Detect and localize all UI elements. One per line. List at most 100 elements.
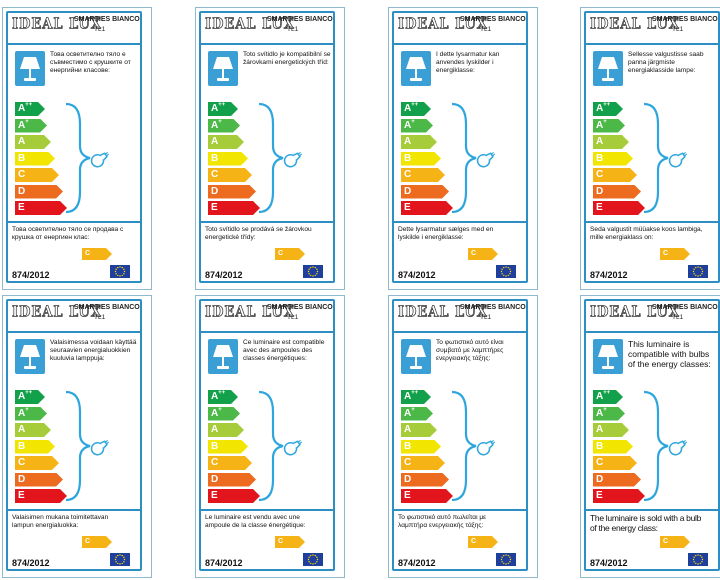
class-range-bracket <box>64 102 94 219</box>
energy-class-a: A <box>593 135 629 149</box>
energy-class-suffix: + <box>603 118 607 125</box>
energy-class-letter: A <box>404 407 412 419</box>
table-lamp-icon <box>593 339 623 374</box>
sold-with-text: Dette lysarmatur sælges med en lyskilde … <box>398 226 494 241</box>
table-lamp-icon <box>593 51 623 86</box>
energy-class-d: D <box>208 185 256 199</box>
energy-class-a-plus: A+ <box>208 119 240 133</box>
header-divider <box>6 331 142 333</box>
light-bulb-icon <box>281 149 305 174</box>
energy-class-suffix: ++ <box>218 390 226 396</box>
energy-class-letter: B <box>596 440 604 452</box>
energy-label: IDEAL LUX SMARTIES BIANCO TL1 Това осветите… <box>2 7 152 290</box>
regulation-number: 874/2012 <box>398 270 436 280</box>
table-lamp-icon <box>15 51 45 86</box>
energy-class-suffix: + <box>218 118 222 125</box>
bulb-class-badge: C <box>468 536 498 548</box>
product-model: TL1 <box>672 26 684 33</box>
energy-class-e: E <box>208 201 260 215</box>
energy-class-a-plus-plus: A++ <box>208 390 238 404</box>
regulation-number: 874/2012 <box>205 270 243 280</box>
compatibility-text: Το φωτιστικό αυτό είναι συμβατό με λαμπτ… <box>436 339 504 362</box>
footer-divider <box>392 221 528 223</box>
energy-class-letter: A <box>404 424 412 435</box>
energy-class-b: B <box>15 152 55 166</box>
energy-class-letter: A <box>18 391 26 402</box>
energy-class-a: A <box>208 135 244 149</box>
energy-class-letter: A <box>18 119 26 131</box>
class-range-bracket <box>450 102 480 219</box>
energy-class-c: C <box>15 456 59 470</box>
table-lamp-icon <box>208 51 238 86</box>
compatibility-text: Toto svítidlo je kompatibilní se žárovka… <box>243 51 331 66</box>
sold-with-text: Toto svítidlo se prodává se žárovkou ene… <box>205 226 312 241</box>
label-frame <box>199 299 335 571</box>
product-name: SMARTIES BIANCO <box>652 16 718 23</box>
energy-class-a-plus-plus: A++ <box>401 102 431 116</box>
class-range-bracket <box>257 102 287 219</box>
energy-class-letter: B <box>211 440 219 452</box>
energy-class-letter: D <box>211 473 219 485</box>
regulation-number: 874/2012 <box>12 270 50 280</box>
energy-class-suffix: + <box>25 118 29 125</box>
energy-class-a-plus: A+ <box>401 407 433 421</box>
compatibility-text: I dette lysarmatur kan anvendes lyskilde… <box>436 51 500 74</box>
bulb-class-letter: C <box>85 250 91 257</box>
energy-class-b: B <box>401 152 441 166</box>
energy-class-letter: E <box>404 202 411 213</box>
class-range-bracket <box>450 390 480 507</box>
bulb-class-letter: C <box>663 538 669 545</box>
energy-class-a: A <box>593 423 629 437</box>
sold-with-text: Το φωτιστικό αυτό πωλείται με λαμπτήρα ε… <box>398 514 487 529</box>
energy-class-letter: D <box>596 473 604 485</box>
energy-class-letter: B <box>18 152 26 164</box>
light-bulb-icon <box>88 149 112 174</box>
product-model: TL1 <box>480 314 492 321</box>
energy-label: IDEAL LUX SMARTIES BIANCO TL1 Valaisimessa … <box>2 295 152 578</box>
compatibility-text: Valaisimessa voidaan käyttää seuraavien … <box>50 339 137 362</box>
energy-class-letter: B <box>18 440 26 452</box>
label-frame <box>6 11 142 283</box>
energy-class-letter: E <box>596 490 603 501</box>
class-range-bracket <box>257 390 287 507</box>
brand-logo: IDEAL LUX <box>398 15 488 34</box>
sold-with-text: Това осветително тяло се продава с крушк… <box>12 226 124 241</box>
energy-class-a-plus: A+ <box>15 407 47 421</box>
energy-class-letter: A <box>211 136 219 147</box>
energy-class-a: A <box>401 423 437 437</box>
light-bulb-icon <box>88 437 112 462</box>
energy-class-letter: A <box>596 103 604 114</box>
light-bulb-icon <box>666 437 690 462</box>
regulation-number: 874/2012 <box>205 558 243 568</box>
regulation-number: 874/2012 <box>590 270 628 280</box>
energy-label: IDEAL LUX SMARTIES BIANCO TL1 I dette lysar… <box>388 7 538 290</box>
energy-class-letter: C <box>211 457 219 468</box>
energy-class-d: D <box>15 185 63 199</box>
energy-class-a-plus: A+ <box>208 407 240 421</box>
energy-class-e: E <box>208 489 260 503</box>
product-name: SMARTIES BIANCO <box>74 304 140 311</box>
energy-class-suffix: + <box>411 406 415 413</box>
bulb-class-badge: C <box>275 248 305 260</box>
energy-class-letter: B <box>211 152 219 164</box>
product-model: TL1 <box>287 26 299 33</box>
energy-class-letter: A <box>18 424 26 435</box>
energy-class-letter: A <box>211 103 219 114</box>
class-range-bracket <box>64 390 94 507</box>
bulb-class-badge: C <box>468 248 498 260</box>
brand-logo: IDEAL LUX <box>12 303 102 322</box>
product-model: TL1 <box>672 314 684 321</box>
energy-class-suffix: + <box>603 406 607 413</box>
bulb-class-letter: C <box>278 538 284 545</box>
energy-class-letter: A <box>404 391 412 402</box>
energy-class-a: A <box>15 423 51 437</box>
energy-class-c: C <box>401 456 445 470</box>
label-frame <box>392 11 528 283</box>
energy-class-letter: E <box>596 202 603 213</box>
table-lamp-icon <box>15 339 45 374</box>
energy-class-letter: C <box>18 457 26 468</box>
energy-class-a-plus: A+ <box>593 119 625 133</box>
bulb-class-letter: C <box>85 538 91 545</box>
eu-flag-icon <box>496 265 516 278</box>
brand-logo: IDEAL LUX <box>205 15 295 34</box>
